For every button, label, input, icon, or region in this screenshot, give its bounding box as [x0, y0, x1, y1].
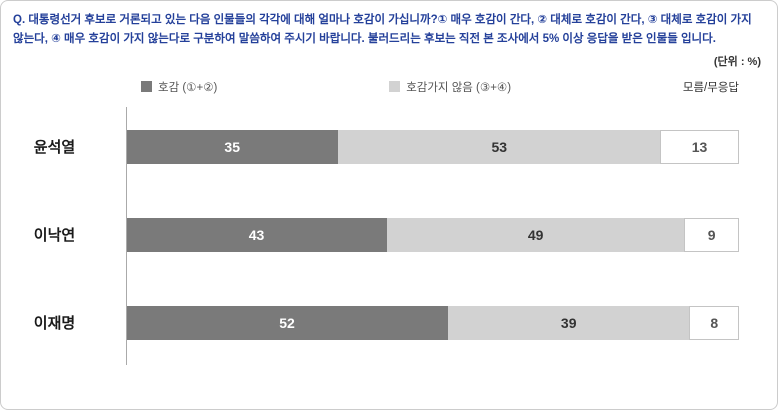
legend-unfavorable-label: 호감가지 않음 (③+④) — [406, 81, 512, 94]
row-label: 이재명 — [33, 315, 76, 333]
favorable-bar-segment: 35 — [126, 129, 339, 164]
chart-row: 이재명 52 39 8 — [1, 279, 739, 367]
legend-dontknow-label: 모름/무응답 — [682, 81, 739, 94]
favorable-bar-segment: 52 — [126, 305, 448, 340]
favorable-bar-segment: 43 — [126, 217, 387, 252]
unfavorable-bar-segment: 53 — [338, 129, 661, 164]
unit-label: (단위 : %) — [713, 55, 761, 68]
dontknow-bar-segment: 9 — [684, 217, 739, 252]
bar-track: 35 53 13 — [126, 129, 739, 164]
chart-row: 윤석열 35 53 13 — [1, 103, 739, 191]
y-axis-line — [126, 106, 127, 365]
legend-favorable-label: 호감 (①+②) — [158, 81, 218, 94]
unfavorable-bar-segment: 39 — [447, 305, 690, 340]
legend-item-dontknow: 모름/무응답 — [683, 79, 739, 95]
legend-item-unfavorable: 호감가지 않음 (③+④) — [389, 79, 511, 95]
favorable-swatch — [141, 81, 152, 93]
row-label: 이낙연 — [33, 227, 76, 245]
bar-track: 43 49 9 — [126, 217, 739, 252]
legend: 호감 (①+②) 호감가지 않음 (③+④) 모름/무응답 — [141, 79, 739, 95]
unfavorable-bar-segment: 49 — [386, 217, 685, 252]
bar-track: 52 39 8 — [126, 305, 739, 340]
row-label: 윤석열 — [33, 139, 76, 157]
chart-rows: 윤석열 35 53 13 이낙연 43 49 9 이재명 52 39 8 — [1, 103, 739, 367]
question-text: Q. 대통령선거 후보로 거론되고 있는 다음 인물들의 각각에 대해 얼마나 … — [13, 14, 752, 45]
legend-item-favorable: 호감 (①+②) — [141, 79, 217, 95]
chart-area: 윤석열 35 53 13 이낙연 43 49 9 이재명 52 39 8 — [1, 103, 739, 367]
chart-row: 이낙연 43 49 9 — [1, 191, 739, 279]
unfavorable-swatch — [389, 81, 401, 93]
dontknow-bar-segment: 13 — [660, 129, 739, 164]
dontknow-bar-segment: 8 — [689, 305, 739, 340]
